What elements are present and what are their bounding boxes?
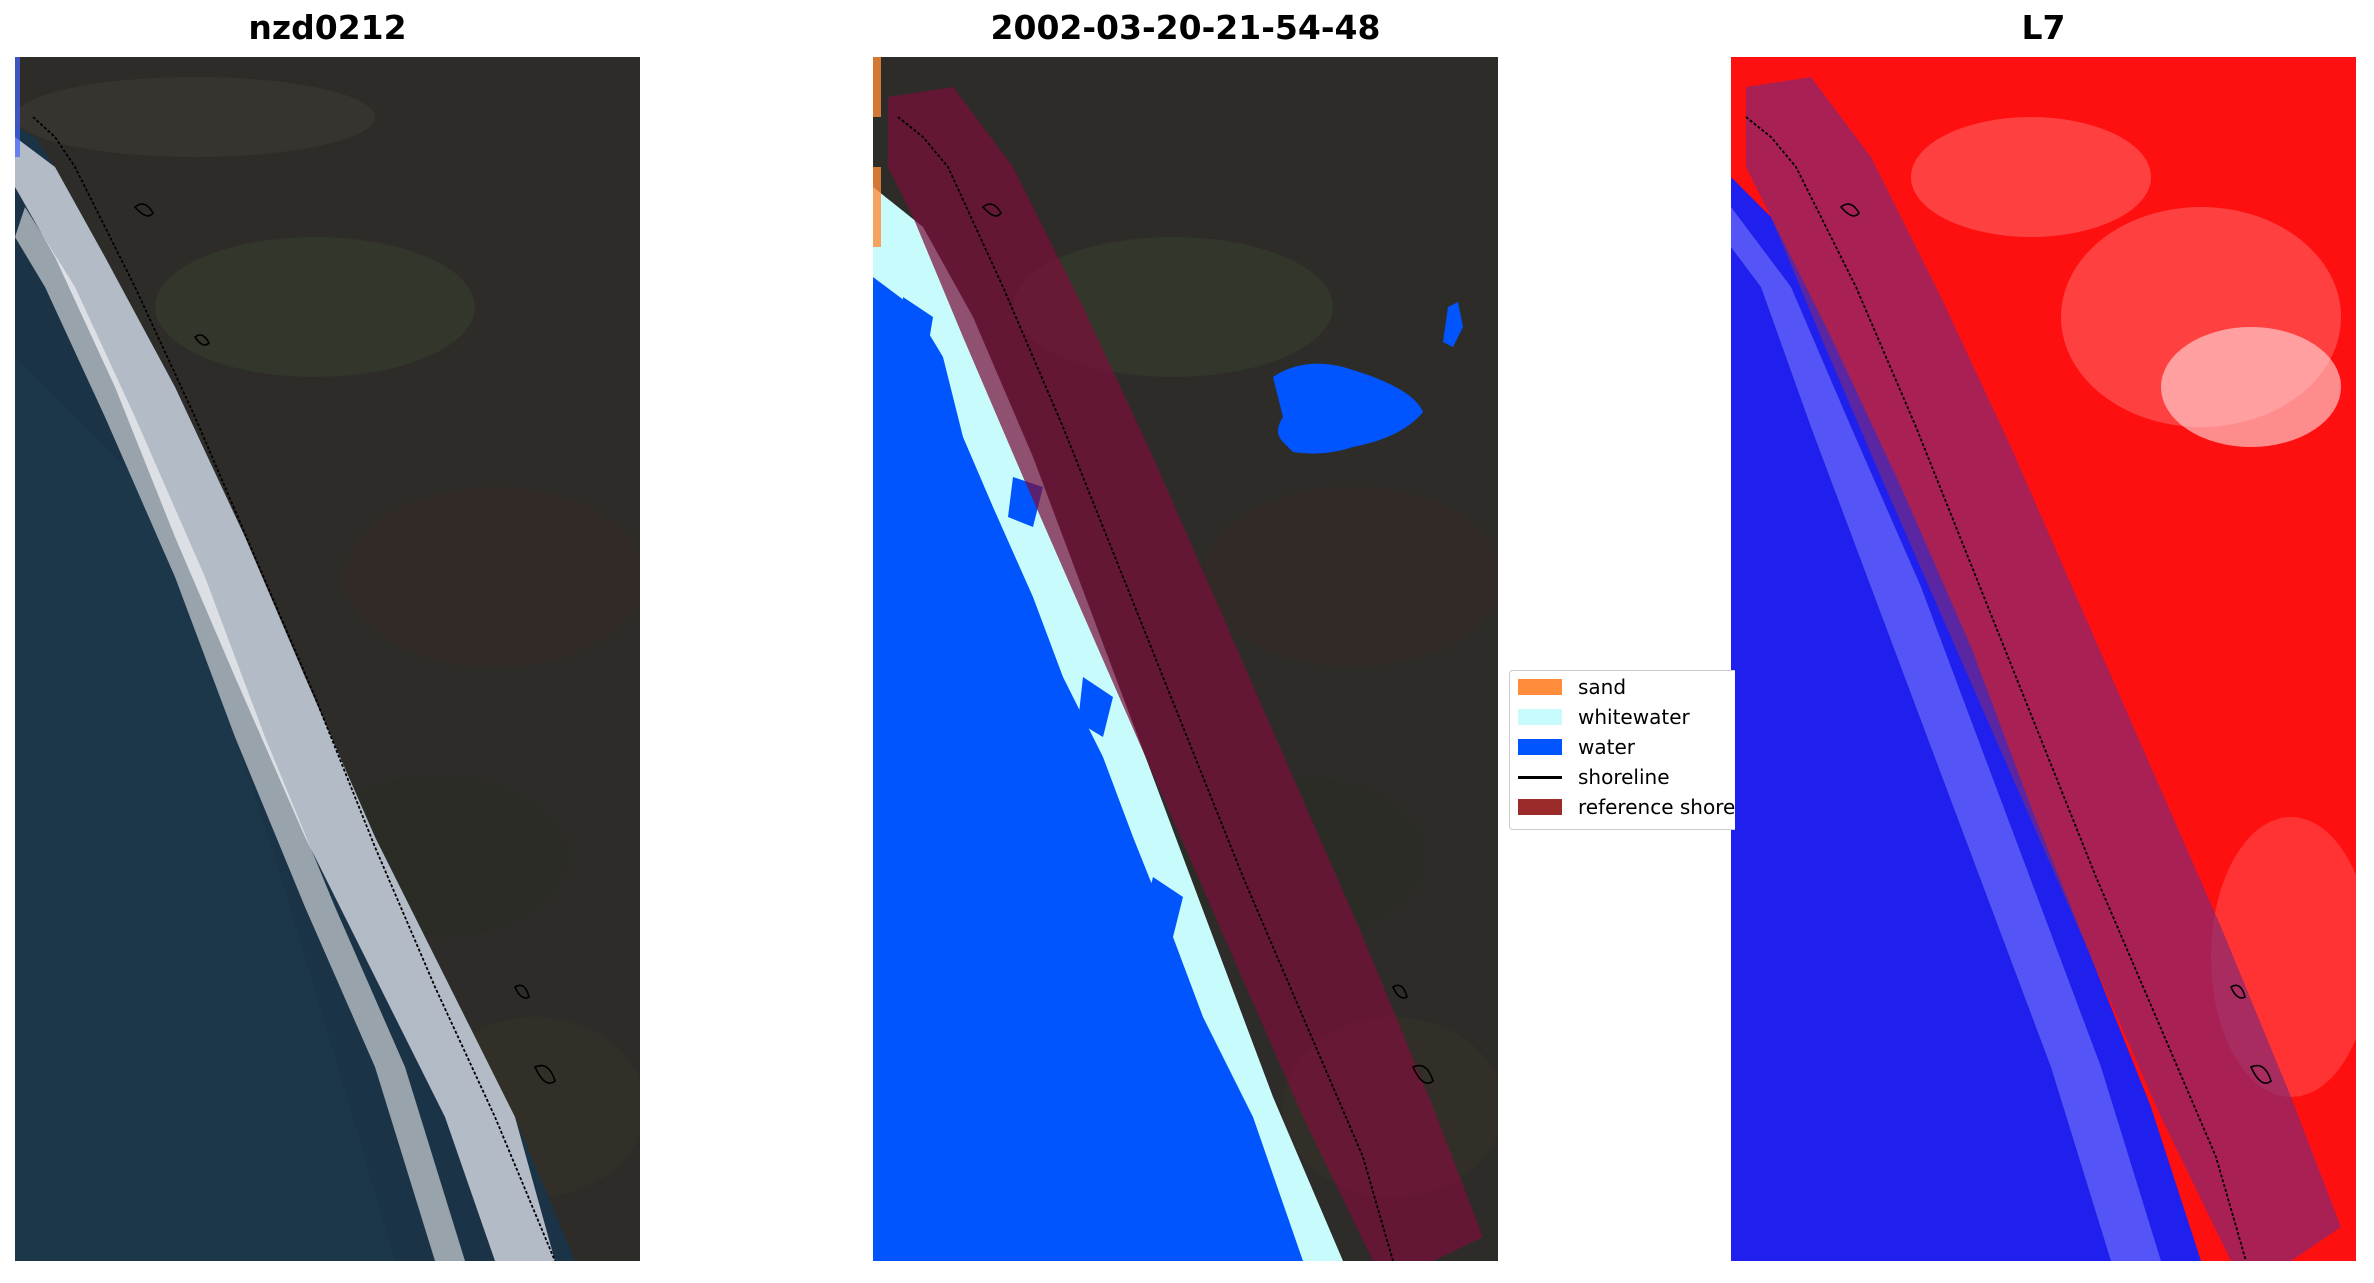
legend-label-shoreline: shoreline xyxy=(1578,765,1670,789)
panel-title-classified: 2002-03-20-21-54-48 xyxy=(990,8,1381,47)
rgb-satellite-image xyxy=(15,57,640,1261)
rgb-image-panel xyxy=(15,57,640,1261)
mndwi-image xyxy=(1731,57,2356,1261)
legend-item-reference-shoreline: reference shoreline buffer xyxy=(1518,793,1735,821)
legend-swatch-reference-shoreline xyxy=(1518,799,1562,815)
legend-swatch-sand xyxy=(1518,679,1562,695)
legend-item-water: water xyxy=(1518,733,1635,761)
legend: sand whitewater water shoreline referenc… xyxy=(1509,670,1735,830)
legend-swatch-water xyxy=(1518,739,1562,755)
panel-title-mndwi: L7 xyxy=(2021,8,2066,47)
legend-label-whitewater: whitewater xyxy=(1578,705,1690,729)
legend-label-sand: sand xyxy=(1578,675,1627,699)
legend-swatch-whitewater xyxy=(1518,709,1562,725)
legend-line-shoreline xyxy=(1518,775,1562,779)
legend-label-reference-shoreline: reference shoreline buffer xyxy=(1578,795,1735,819)
panel-title-rgb: nzd0212 xyxy=(248,8,407,47)
legend-item-sand: sand xyxy=(1518,673,1626,701)
mndwi-image-panel xyxy=(1731,57,2356,1261)
classified-image xyxy=(873,57,1498,1261)
legend-item-whitewater: whitewater xyxy=(1518,703,1690,731)
legend-label-water: water xyxy=(1578,735,1635,759)
legend-item-shoreline: shoreline xyxy=(1518,763,1670,791)
classified-image-panel xyxy=(873,57,1498,1261)
